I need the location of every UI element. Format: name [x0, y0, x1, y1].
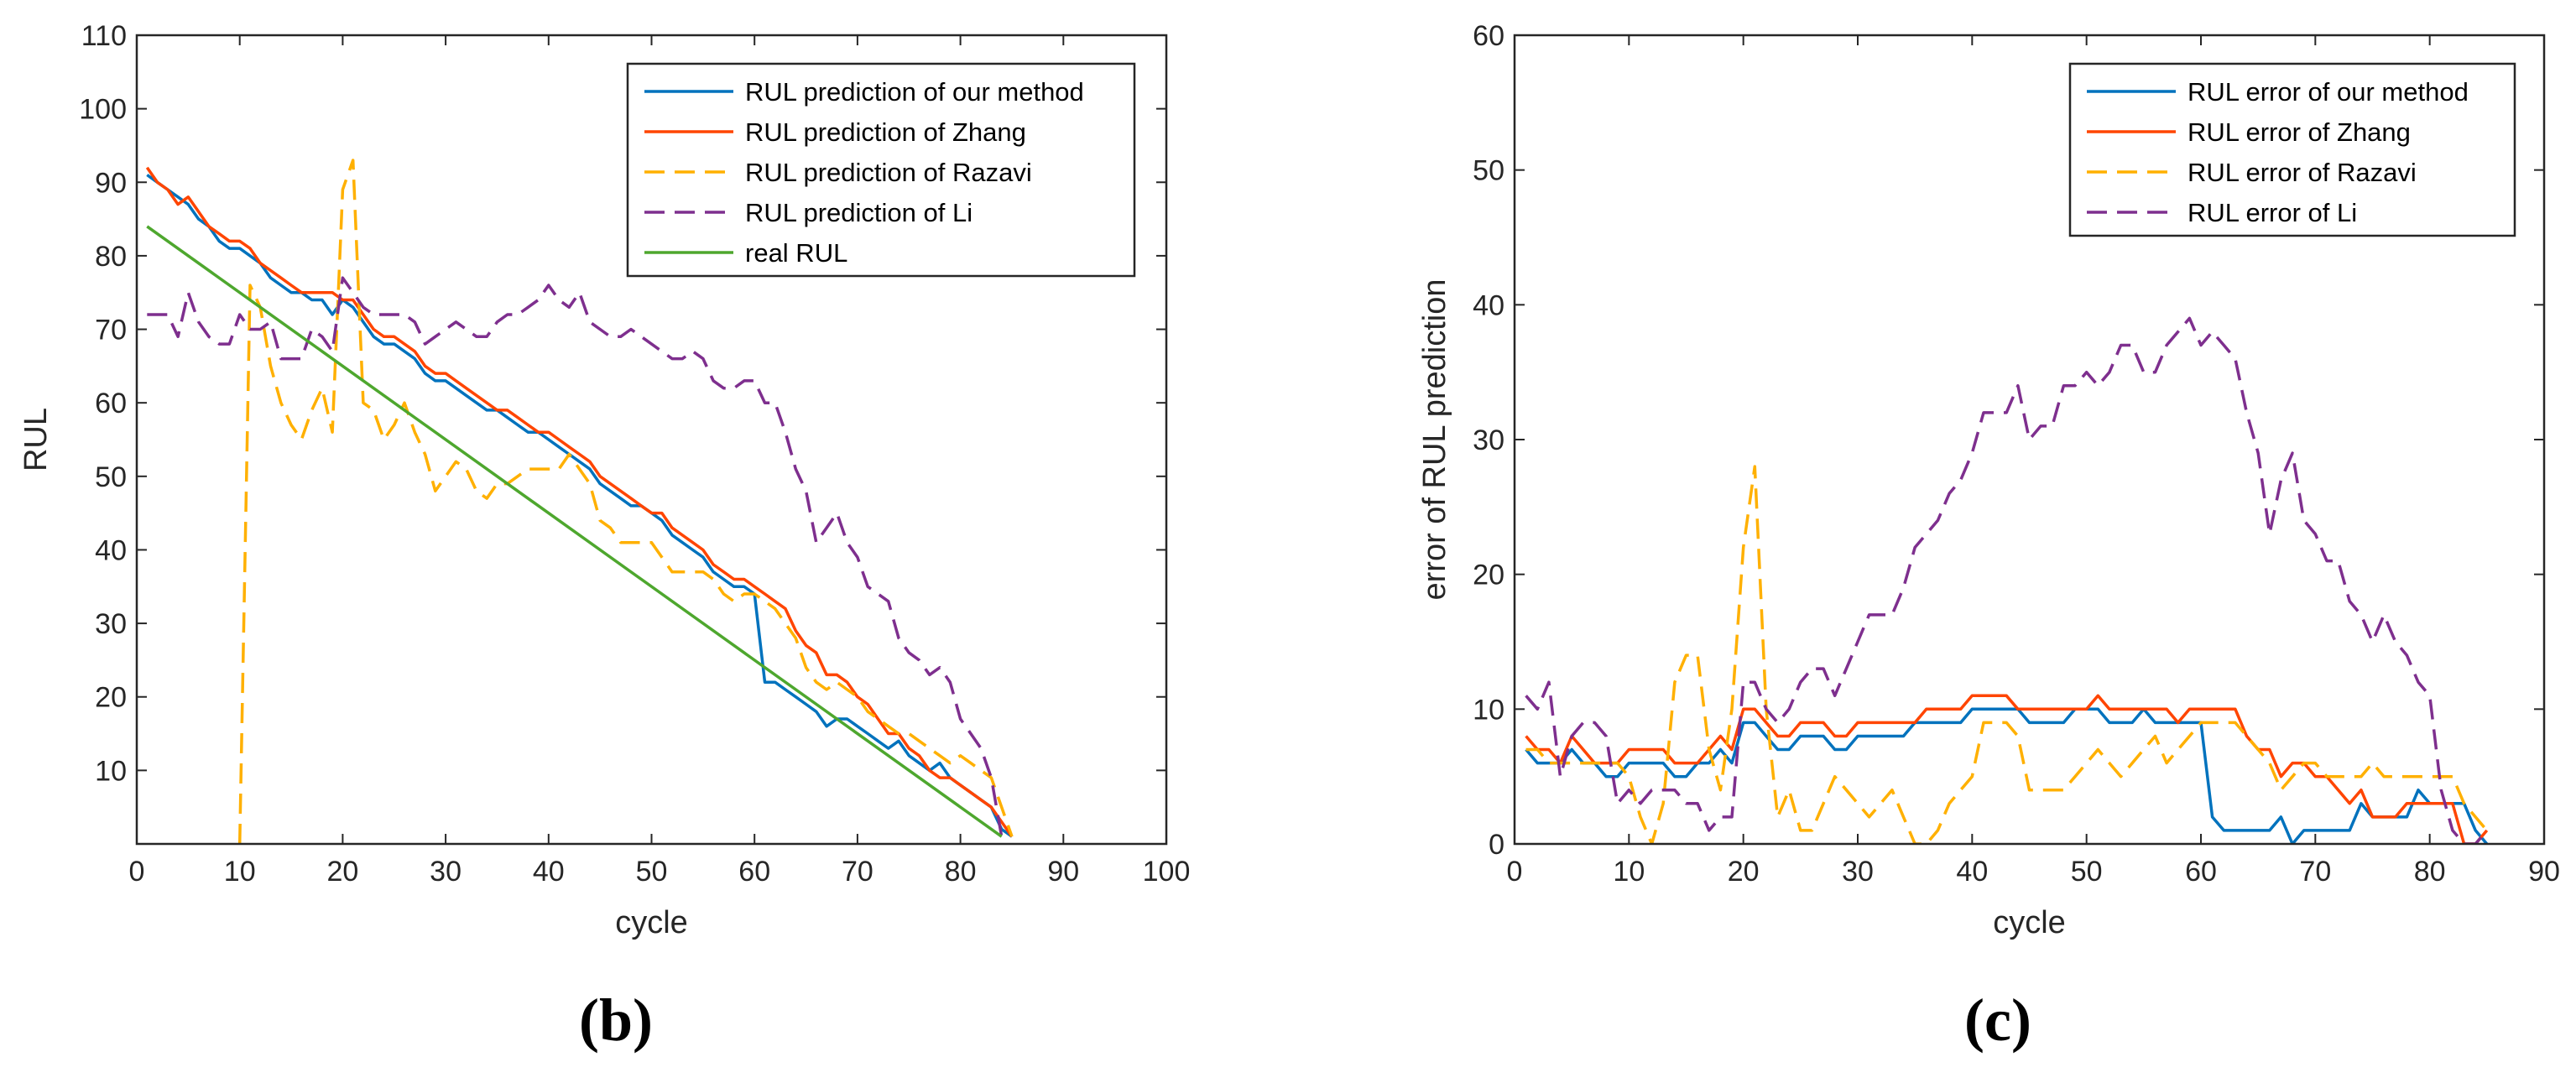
series-line-4 — [1525, 316, 2489, 844]
legend-entry-3: RUL prediction of Razavi — [745, 158, 1032, 187]
series-line-3 — [1525, 465, 2489, 844]
y-tick-label: 0 — [1489, 829, 1504, 861]
series-line-4 — [147, 276, 1004, 837]
y-tick-label: 30 — [95, 608, 127, 640]
y-tick-label: 70 — [95, 315, 127, 346]
series-group — [1525, 316, 2489, 844]
y-tick-label: 10 — [95, 755, 127, 787]
x-axis-label: cycle — [615, 905, 688, 940]
series-line-2 — [145, 166, 1014, 838]
legend-entry-3: RUL error of Razavi — [2188, 158, 2417, 187]
panel-c-chart: 0 10 20 30 40 50 60 0 10 20 30 40 50 60 70 80 90 cycle err… — [1417, 20, 2560, 940]
x-tick-label: 20 — [1728, 856, 1760, 888]
x-tick-label: 80 — [2414, 856, 2446, 888]
legend-entry-2: RUL prediction of Zhang — [745, 117, 1026, 147]
y-axis-label: error of RUL prediction — [1417, 279, 1452, 601]
y-tick-label: 100 — [79, 94, 127, 126]
y-tick-label: 60 — [1473, 20, 1504, 52]
legend-entry-1: RUL prediction of our method — [745, 77, 1084, 107]
y-tick-label: 40 — [1473, 289, 1504, 321]
legend: RUL prediction of our method RUL predicti… — [626, 62, 1136, 278]
panel-b-chart: 10 20 30 40 50 60 70 80 90 100 110 0 10 20 30 40 50 60 70 8… — [18, 20, 1190, 940]
y-axis-label: RUL — [18, 408, 54, 471]
x-tick-label: 80 — [945, 856, 977, 888]
x-tick-label: 10 — [224, 856, 256, 888]
x-tick-label: 60 — [738, 856, 770, 888]
y-tick-label: 10 — [1473, 694, 1504, 726]
panel-b-caption: (b) — [579, 987, 653, 1054]
x-tick-label: 30 — [430, 856, 461, 888]
x-tick-label: 60 — [2185, 856, 2217, 888]
y-tick-label: 20 — [95, 682, 127, 714]
y-tick-label: 80 — [95, 241, 127, 273]
x-tick-label: 90 — [1047, 856, 1079, 888]
legend-entry-4: RUL error of Li — [2188, 198, 2357, 227]
panel-c-caption: (c) — [1964, 987, 2031, 1054]
y-tick-label: 30 — [1473, 424, 1504, 456]
x-tick-label: 40 — [533, 856, 565, 888]
axes-box — [135, 34, 1168, 846]
y-tick-label: 110 — [81, 20, 127, 52]
series-line-1 — [146, 174, 1014, 838]
legend-entry-2: RUL error of Zhang — [2188, 117, 2411, 147]
series-group — [145, 159, 1014, 844]
x-tick-label: 90 — [2528, 856, 2560, 888]
x-tick-label: 50 — [2071, 856, 2103, 888]
axes-box — [1513, 34, 2546, 846]
x-tick-label: 70 — [2299, 856, 2331, 888]
y-tick-label: 60 — [95, 388, 127, 419]
x-tick-label: 20 — [326, 856, 358, 888]
legend-entry-4: RUL prediction of Li — [745, 198, 973, 227]
legend-entry-5: real RUL — [745, 238, 847, 268]
x-tick-label: 40 — [1956, 856, 1988, 888]
y-tick-label: 20 — [1473, 560, 1504, 591]
x-tick-label: 0 — [1507, 856, 1523, 888]
series-line-1 — [1525, 707, 2489, 844]
legend: RUL error of our method RUL error of Zhan… — [2068, 62, 2516, 237]
x-tick-label: 10 — [1613, 856, 1645, 888]
y-tick-label: 50 — [1473, 155, 1504, 187]
legend-box — [626, 62, 1136, 278]
y-tick-label: 40 — [95, 534, 127, 566]
x-tick-label: 0 — [129, 856, 145, 888]
x-tick-label: 70 — [842, 856, 873, 888]
legend-entry-1: RUL error of our method — [2188, 77, 2469, 107]
x-tick-label: 100 — [1143, 856, 1191, 888]
series-line-3 — [237, 159, 1014, 844]
y-tick-label: 90 — [95, 167, 127, 199]
x-tick-label: 30 — [1842, 856, 1874, 888]
y-tick-label: 50 — [95, 461, 127, 493]
x-axis-label: cycle — [1993, 905, 2066, 940]
series-line-5 — [146, 225, 1003, 838]
x-tick-label: 50 — [636, 856, 668, 888]
